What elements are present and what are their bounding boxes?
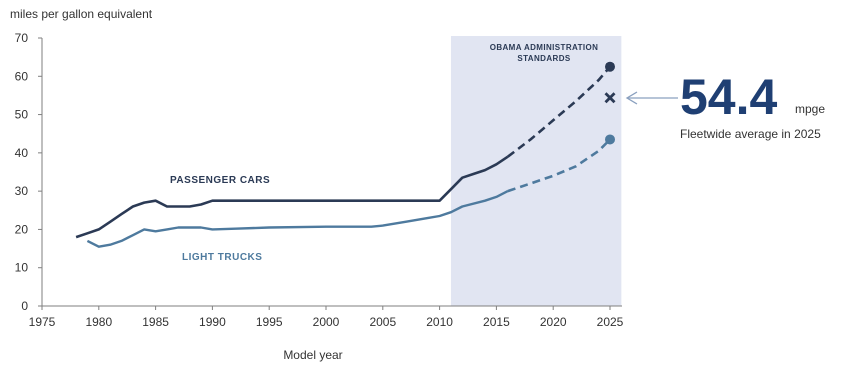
y-tick-label: 20	[15, 222, 29, 236]
y-tick-label: 40	[15, 146, 29, 160]
x-tick-label: 1990	[199, 315, 226, 329]
target-x-marker	[604, 92, 616, 104]
x-tick-label: 2005	[369, 315, 396, 329]
series-layer	[75, 61, 616, 248]
x-tick-label: 1975	[29, 315, 56, 329]
y-axis-title: miles per gallon equivalent	[10, 7, 153, 21]
callout-arrow-head	[625, 91, 638, 105]
x-tick-label: 2025	[597, 315, 624, 329]
passenger-cars-end-marker	[605, 61, 615, 72]
callout-caption: Fleetwide average in 2025	[680, 127, 821, 141]
x-tick-label: 1980	[85, 315, 112, 329]
standards-band-layer	[450, 36, 622, 306]
callout-value: 54.4	[680, 69, 778, 125]
standards-band	[450, 36, 622, 306]
passenger-cars-projection-line	[507, 65, 611, 158]
x-tick-label: 2000	[313, 315, 340, 329]
y-tick-label: 50	[15, 108, 29, 122]
light-trucks-label: LIGHT TRUCKS	[182, 252, 262, 263]
standards-band-label-line2: STANDARDS	[517, 54, 570, 63]
callout-unit: mpge	[795, 102, 825, 116]
light-trucks-line	[86, 190, 509, 248]
standards-band-label-line1: OBAMA ADMINISTRATION	[490, 43, 599, 52]
passenger-cars-label: PASSENGER CARS	[170, 175, 270, 186]
y-tick-label: 70	[15, 31, 29, 45]
y-tick-label: 30	[15, 184, 29, 198]
axes: 0 10 20 30 40 50 60 70 1975 1980 1985 1990 1995 2000 2…	[15, 31, 624, 329]
light-trucks-end-marker	[605, 134, 615, 145]
x-tick-label: 1995	[256, 315, 283, 329]
passenger-cars-line	[75, 155, 509, 239]
x-axis-title: Model year	[283, 348, 342, 362]
x-tick-label: 2020	[540, 315, 567, 329]
fleetwide-callout: 54.4 mpge Fleetwide average in 2025	[625, 69, 825, 141]
light-trucks-projection-line	[507, 138, 611, 193]
x-tick-label: 1985	[142, 315, 169, 329]
x-tick-label: 2015	[483, 315, 510, 329]
y-tick-label: 0	[21, 299, 28, 313]
y-tick-label: 10	[15, 261, 29, 275]
x-tick-label: 2010	[426, 315, 453, 329]
y-tick-label: 60	[15, 69, 29, 83]
